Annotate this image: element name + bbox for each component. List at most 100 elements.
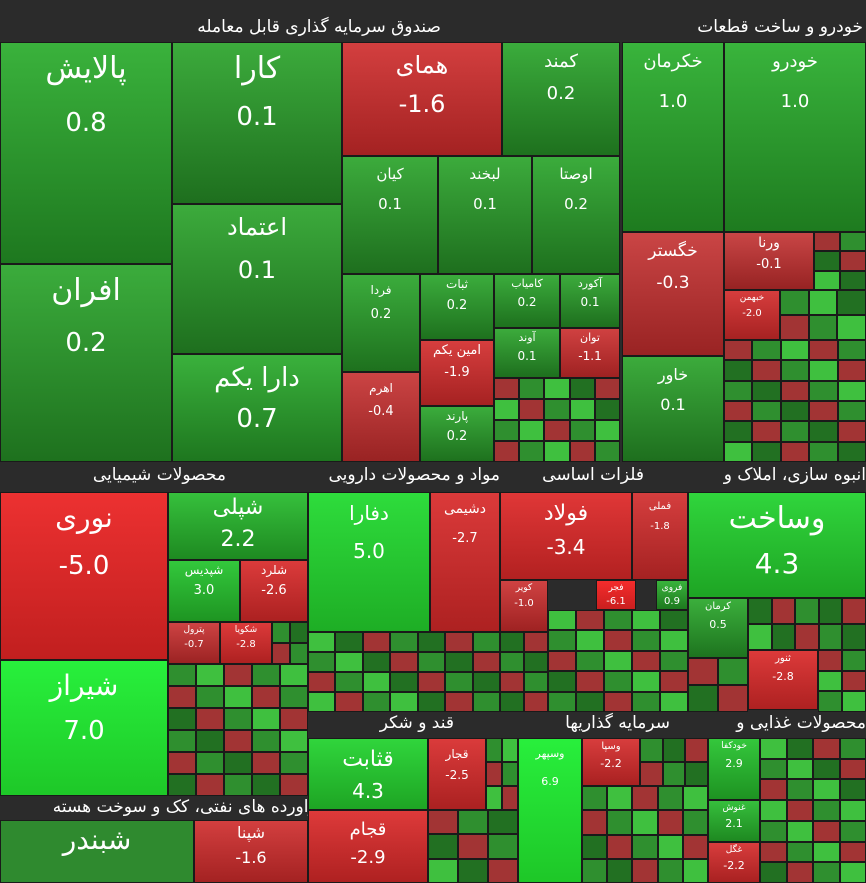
treemap-minor-tile[interactable]: [842, 691, 866, 712]
treemap-minor-tile[interactable]: [428, 810, 458, 835]
treemap-minor-tile[interactable]: [280, 752, 308, 774]
treemap-minor-tile[interactable]: [390, 672, 418, 692]
treemap-minor-tile[interactable]: [809, 380, 838, 401]
treemap-minor-tile[interactable]: [660, 691, 688, 712]
treemap-minor-tile[interactable]: [252, 664, 280, 686]
treemap-minor-tile[interactable]: [814, 251, 840, 271]
treemap-minor-tile[interactable]: [308, 652, 336, 672]
treemap-minor-tile[interactable]: [839, 758, 866, 780]
treemap-minor-tile[interactable]: [752, 421, 781, 442]
treemap-minor-tile[interactable]: [417, 692, 446, 712]
treemap-minor-tile[interactable]: [544, 441, 570, 462]
treemap-tile[interactable]: وساخت 4.3: [688, 492, 866, 598]
treemap-minor-tile[interactable]: [604, 650, 632, 672]
treemap-minor-tile[interactable]: [488, 858, 518, 883]
treemap-tile[interactable]: پالایش 0.8: [0, 42, 172, 264]
treemap-minor-tile[interactable]: [582, 786, 608, 811]
treemap-minor-tile[interactable]: [502, 762, 518, 786]
treemap-minor-tile[interactable]: [809, 340, 838, 361]
treemap-minor-tile[interactable]: [500, 632, 524, 652]
treemap-minor-tile[interactable]: [252, 774, 280, 796]
treemap-minor-tile[interactable]: [576, 671, 604, 692]
treemap-minor-tile[interactable]: [818, 670, 842, 692]
treemap-minor-tile[interactable]: [445, 672, 473, 692]
treemap-minor-tile[interactable]: [632, 691, 660, 712]
treemap-minor-tile[interactable]: [524, 652, 548, 672]
treemap-minor-tile[interactable]: [840, 232, 866, 252]
treemap-minor-tile[interactable]: [224, 686, 252, 708]
treemap-minor-tile[interactable]: [814, 270, 840, 290]
treemap-tile[interactable]: کمند 0.2: [502, 42, 620, 156]
treemap-minor-tile[interactable]: [500, 652, 524, 672]
treemap-minor-tile[interactable]: [335, 672, 363, 692]
treemap-tile[interactable]: قجار 2.5-: [428, 738, 486, 810]
treemap-minor-tile[interactable]: [760, 820, 787, 842]
treemap-minor-tile[interactable]: [813, 758, 840, 780]
treemap-tile[interactable]: شبندر: [0, 820, 194, 883]
treemap-minor-tile[interactable]: [576, 691, 604, 712]
treemap-minor-tile[interactable]: [685, 762, 708, 786]
treemap-minor-tile[interactable]: [780, 360, 810, 381]
treemap-minor-tile[interactable]: [809, 360, 838, 381]
treemap-minor-tile[interactable]: [724, 380, 753, 401]
treemap-minor-tile[interactable]: [280, 664, 308, 686]
treemap-minor-tile[interactable]: [272, 622, 290, 643]
treemap-minor-tile[interactable]: [752, 340, 781, 361]
treemap-minor-tile[interactable]: [840, 270, 866, 290]
treemap-minor-tile[interactable]: [685, 738, 708, 762]
treemap-minor-tile[interactable]: [682, 786, 708, 811]
treemap-minor-tile[interactable]: [814, 232, 840, 252]
treemap-minor-tile[interactable]: [390, 632, 418, 652]
treemap-minor-tile[interactable]: [569, 378, 595, 399]
treemap-minor-tile[interactable]: [594, 399, 620, 420]
treemap-tile[interactable]: شپدیس 3.0: [168, 560, 240, 622]
treemap-minor-tile[interactable]: [840, 251, 866, 271]
treemap-minor-tile[interactable]: [632, 858, 658, 883]
treemap-minor-tile[interactable]: [752, 360, 781, 381]
treemap-minor-tile[interactable]: [760, 800, 787, 821]
treemap-tile[interactable]: امین یکم 1.9-: [420, 340, 494, 406]
treemap-minor-tile[interactable]: [780, 290, 809, 315]
treemap-minor-tile[interactable]: [252, 708, 280, 730]
treemap-minor-tile[interactable]: [582, 834, 608, 859]
treemap-minor-tile[interactable]: [682, 858, 708, 883]
treemap-minor-tile[interactable]: [582, 858, 608, 883]
treemap-minor-tile[interactable]: [519, 420, 545, 441]
treemap-tile[interactable]: فردا 0.2: [342, 274, 420, 372]
treemap-minor-tile[interactable]: [771, 624, 796, 650]
treemap-minor-tile[interactable]: [569, 441, 595, 462]
treemap-minor-tile[interactable]: [168, 774, 196, 796]
treemap-minor-tile[interactable]: [224, 708, 252, 730]
treemap-minor-tile[interactable]: [748, 598, 772, 624]
treemap-minor-tile[interactable]: [688, 685, 718, 712]
treemap-minor-tile[interactable]: [280, 686, 308, 708]
treemap-minor-tile[interactable]: [362, 672, 391, 692]
treemap-minor-tile[interactable]: [604, 610, 632, 631]
treemap-minor-tile[interactable]: [837, 441, 866, 462]
treemap-minor-tile[interactable]: [576, 650, 604, 672]
treemap-minor-tile[interactable]: [224, 730, 252, 752]
treemap-minor-tile[interactable]: [780, 380, 810, 401]
treemap-tile[interactable]: کامیاب 0.2: [494, 274, 560, 328]
treemap-minor-tile[interactable]: [252, 686, 280, 708]
treemap-minor-tile[interactable]: [280, 708, 308, 730]
treemap-minor-tile[interactable]: [445, 652, 473, 672]
treemap-minor-tile[interactable]: [335, 652, 363, 672]
treemap-minor-tile[interactable]: [417, 632, 446, 652]
treemap-minor-tile[interactable]: [786, 758, 813, 780]
treemap-minor-tile[interactable]: [786, 800, 813, 821]
treemap-tile[interactable]: کرمان 0.5: [688, 598, 748, 658]
treemap-minor-tile[interactable]: [809, 401, 838, 422]
treemap-minor-tile[interactable]: [168, 708, 196, 730]
treemap-tile[interactable]: آکورد 0.1: [560, 274, 620, 328]
treemap-minor-tile[interactable]: [660, 671, 688, 692]
treemap-minor-tile[interactable]: [335, 632, 363, 652]
treemap-minor-tile[interactable]: [168, 752, 196, 774]
treemap-minor-tile[interactable]: [594, 441, 620, 462]
treemap-minor-tile[interactable]: [576, 630, 604, 651]
treemap-minor-tile[interactable]: [168, 686, 196, 708]
treemap-minor-tile[interactable]: [752, 380, 781, 401]
treemap-minor-tile[interactable]: [813, 820, 840, 842]
treemap-minor-tile[interactable]: [488, 810, 518, 835]
treemap-minor-tile[interactable]: [752, 401, 781, 422]
